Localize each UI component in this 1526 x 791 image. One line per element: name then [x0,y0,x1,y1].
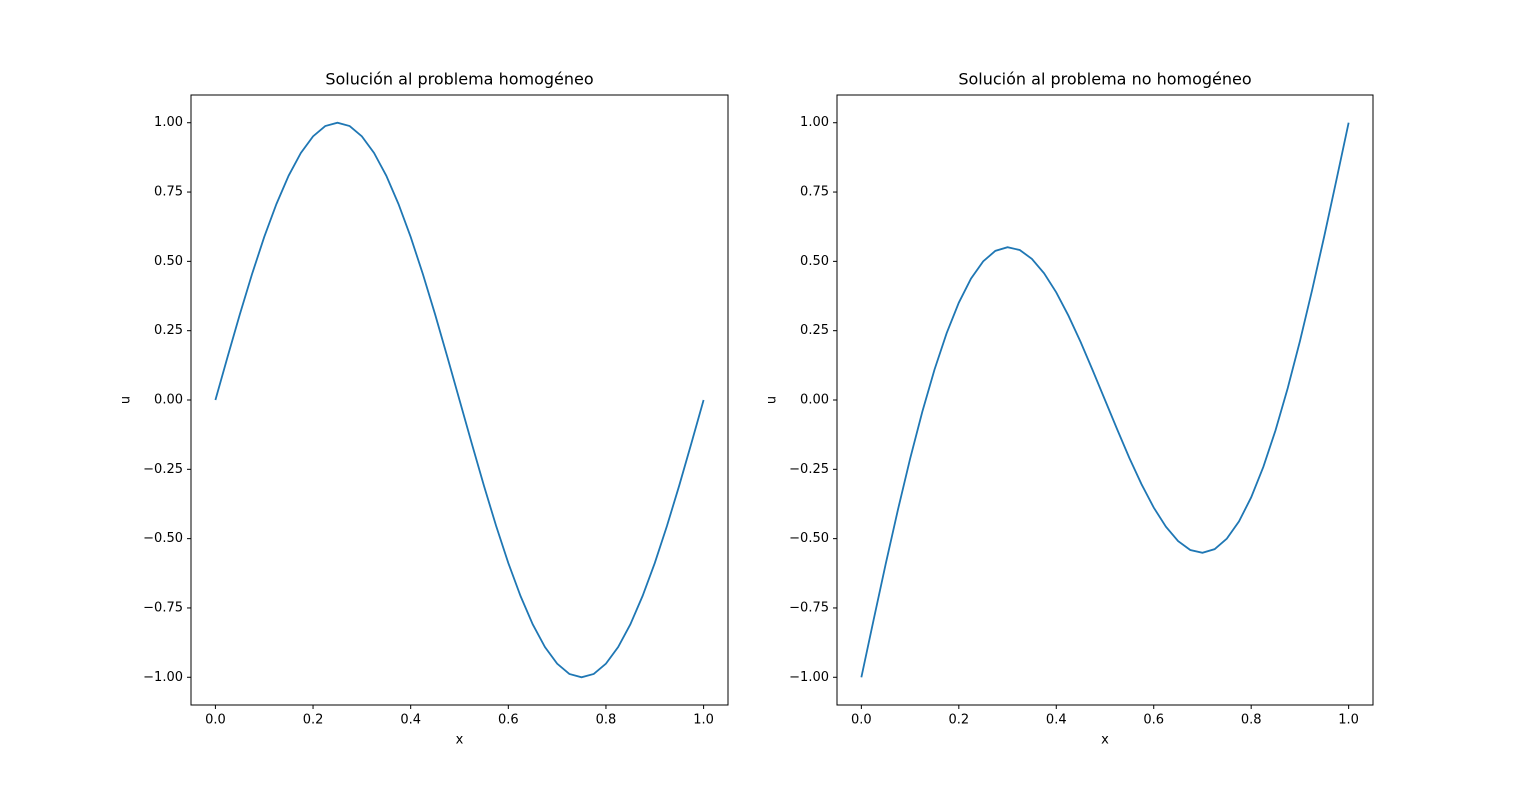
y-tick-label: 0.50 [154,254,183,269]
x-tick-label: 0.8 [1241,713,1262,728]
x-axis-label: x [1101,733,1109,748]
y-tick-label: 1.00 [154,115,183,130]
x-tick-label: 0.4 [400,713,421,728]
y-tick-label: 0.75 [800,185,829,200]
x-tick-label: 0.0 [205,713,226,728]
x-tick-label: 1.0 [1338,713,1359,728]
axes-frame [190,94,729,706]
line-series [214,121,705,679]
x-tick-label: 0.2 [948,713,969,728]
x-tick-label: 1.0 [693,713,714,728]
y-tick-label: −0.50 [789,531,829,546]
y-tick-label: 0.25 [154,323,183,338]
x-tick-label: 0.6 [1143,713,1164,728]
chart-title: Solución al problema homogéneo [325,70,593,89]
x-tick-label: 0.4 [1046,713,1067,728]
x-tick-label: 0.6 [498,713,519,728]
x-tick-label: 0.2 [303,713,324,728]
y-tick-label: 1.00 [800,115,829,130]
chart-title: Solución al problema no homogéneo [958,70,1251,89]
line-series [860,122,1350,678]
y-tick-label: −1.00 [143,670,183,685]
y-tick-label: 0.00 [800,393,829,408]
y-tick-label: −1.00 [789,670,829,685]
y-tick-label: 0.75 [154,185,183,200]
y-axis-label: u [119,396,134,404]
y-tick-label: −0.75 [143,600,183,615]
y-tick-label: 0.25 [800,323,829,338]
y-tick-label: −0.25 [143,462,183,477]
y-tick-label: 0.00 [154,393,183,408]
y-tick-label: −0.75 [789,600,829,615]
axes-frame [836,94,1374,706]
x-axis-label: x [456,733,464,748]
y-axis-label: u [765,396,780,404]
x-tick-label: 0.0 [851,713,872,728]
y-tick-label: −0.25 [789,462,829,477]
y-tick-label: −0.50 [143,531,183,546]
x-tick-label: 0.8 [596,713,617,728]
y-tick-label: 0.50 [800,254,829,269]
